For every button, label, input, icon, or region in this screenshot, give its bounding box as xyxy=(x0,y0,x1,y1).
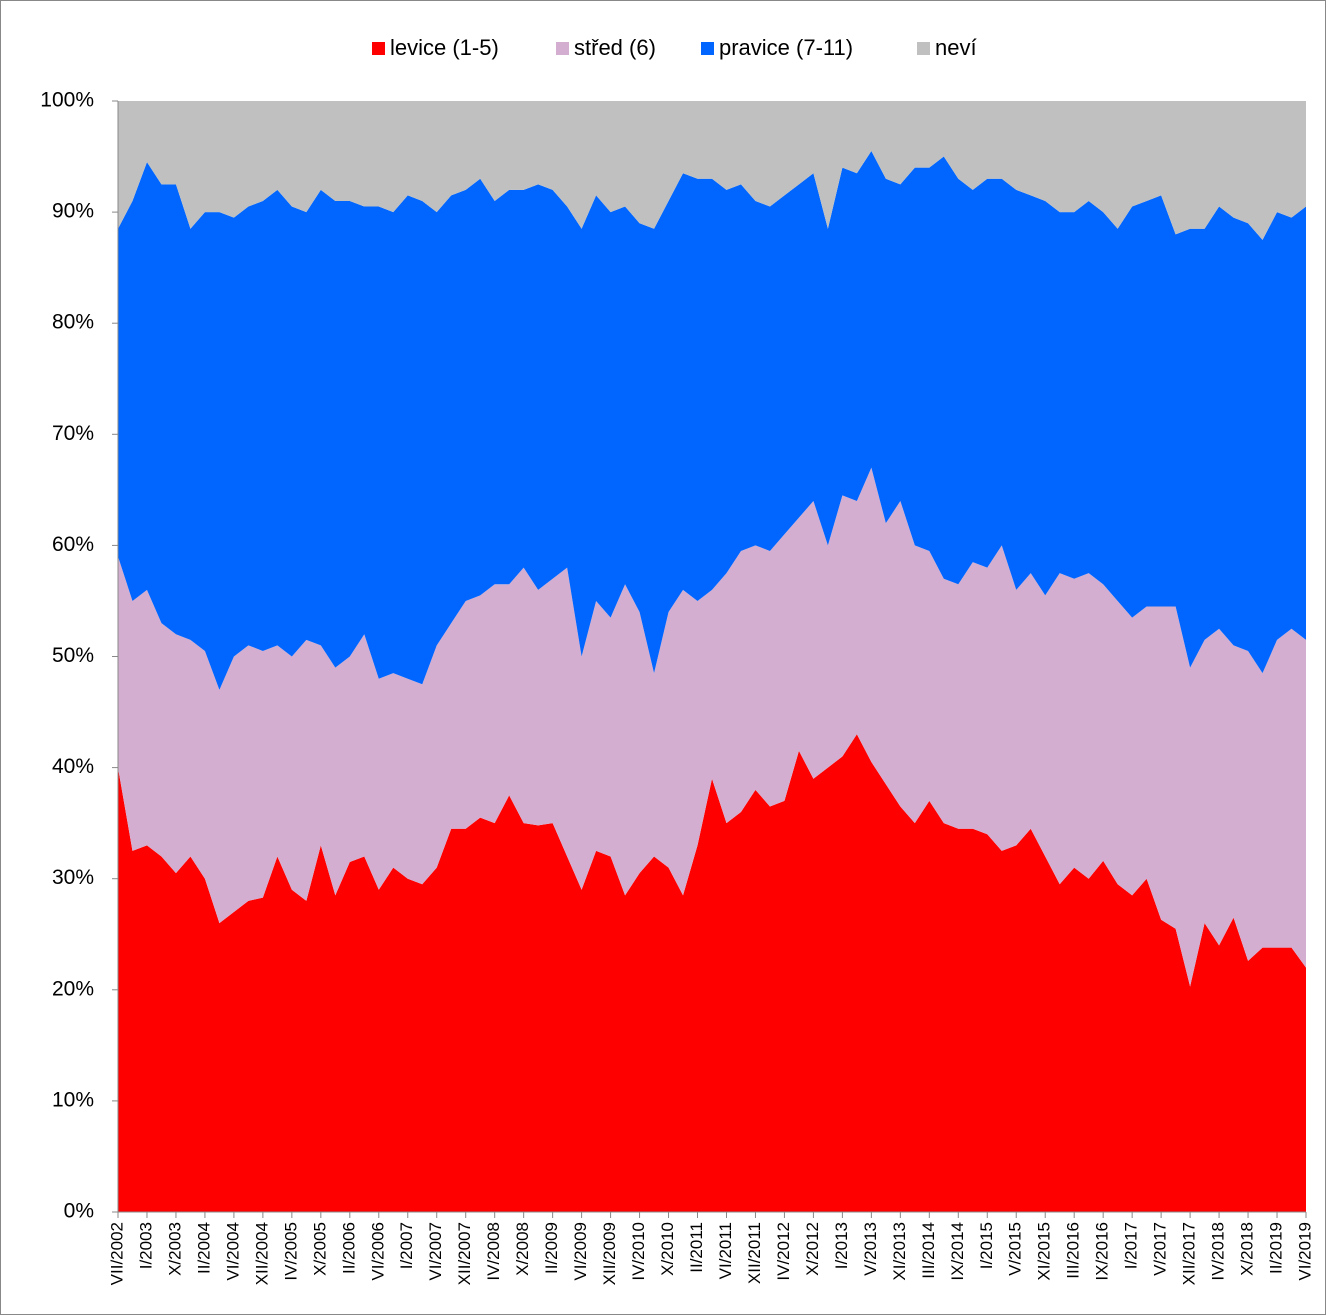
x-tick-label: I/2015 xyxy=(977,1222,996,1269)
legend-swatch xyxy=(917,42,930,55)
x-tick-label: XI/2015 xyxy=(1035,1222,1054,1281)
x-tick-label: IX/2014 xyxy=(948,1222,967,1281)
x-tick-label: VI/2011 xyxy=(716,1222,735,1279)
x-tick-label: X/2010 xyxy=(658,1222,677,1276)
x-tick-label: V/2013 xyxy=(861,1222,880,1276)
x-tick-label: VI/2004 xyxy=(223,1222,242,1281)
area xyxy=(118,734,1306,1212)
area xyxy=(118,101,1306,240)
x-tick-label: I/2003 xyxy=(136,1222,155,1269)
x-tick-label: III/2014 xyxy=(919,1222,938,1279)
x-tick-label: I/2007 xyxy=(397,1222,416,1269)
x-tick-label: XII/2017 xyxy=(1180,1222,1199,1285)
x-tick-label: II/2006 xyxy=(339,1222,358,1274)
x-tick-label: XI/2013 xyxy=(890,1222,909,1281)
x-tick-label: XII/2007 xyxy=(455,1222,474,1285)
x-tick-label: IX/2016 xyxy=(1093,1222,1112,1281)
legend-label: pravice (7-11) xyxy=(719,35,853,60)
x-tick-label: I/2017 xyxy=(1122,1222,1141,1269)
y-tick-label: 60% xyxy=(52,533,94,556)
legend-swatch xyxy=(372,42,385,55)
x-tick-label: X/2003 xyxy=(165,1222,184,1276)
x-tick-label: IV/2012 xyxy=(774,1222,793,1281)
x-tick-label: VI/2006 xyxy=(368,1222,387,1281)
y-tick-label: 50% xyxy=(52,644,94,667)
x-tick-label: VI/2007 xyxy=(426,1222,445,1281)
x-tick-label: VI/2009 xyxy=(571,1222,590,1281)
legend-swatch xyxy=(701,42,714,55)
x-tick-label: X/2005 xyxy=(310,1222,329,1276)
y-tick-label: 70% xyxy=(52,422,94,445)
x-tick-label: IV/2005 xyxy=(281,1222,300,1281)
x-tick-label: I/2013 xyxy=(832,1222,851,1269)
x-tick-label: V/2015 xyxy=(1006,1222,1025,1276)
x-tick-label: II/2004 xyxy=(194,1222,213,1274)
area xyxy=(118,467,1306,987)
y-tick-label: 30% xyxy=(52,866,94,889)
x-tick-label: III/2016 xyxy=(1064,1222,1083,1279)
x-tick-label: XII/2011 xyxy=(745,1222,764,1284)
x-tick-label: V/2017 xyxy=(1151,1222,1170,1276)
area xyxy=(118,151,1306,690)
x-tick-label: VII/2002 xyxy=(107,1222,126,1285)
legend-swatch xyxy=(556,42,569,55)
y-tick-label: 20% xyxy=(52,977,94,1000)
y-tick-label: 40% xyxy=(52,755,94,778)
legend-label: neví xyxy=(935,35,977,60)
x-tick-label: II/2019 xyxy=(1267,1222,1286,1274)
y-tick-label: 100% xyxy=(40,89,94,112)
y-tick-label: 80% xyxy=(52,311,94,334)
x-tick-label: II/2011 xyxy=(687,1222,706,1273)
x-tick-label: X/2012 xyxy=(803,1222,822,1276)
y-tick-label: 90% xyxy=(52,200,94,223)
y-tick-label: 10% xyxy=(52,1088,94,1111)
x-tick-label: IV/2018 xyxy=(1209,1222,1228,1281)
x-tick-label: X/2008 xyxy=(513,1222,532,1276)
x-tick-label: VI/2019 xyxy=(1295,1222,1314,1281)
x-tick-label: II/2009 xyxy=(542,1222,561,1274)
x-tick-label: XII/2004 xyxy=(252,1222,271,1285)
x-tick-label: IV/2010 xyxy=(629,1222,648,1281)
y-tick-label: 0% xyxy=(64,1200,94,1223)
legend-label: levice (1-5) xyxy=(390,35,499,60)
x-tick-label: IV/2008 xyxy=(484,1222,503,1281)
x-tick-label: X/2018 xyxy=(1238,1222,1257,1276)
legend-label: střed (6) xyxy=(574,35,656,60)
x-tick-label: XII/2009 xyxy=(600,1222,619,1285)
